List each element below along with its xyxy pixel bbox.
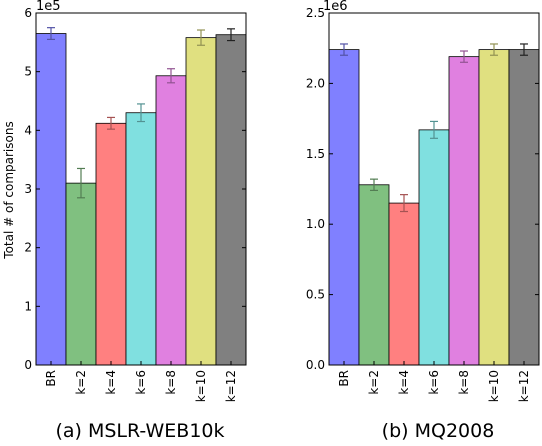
y-tick-label: 5	[24, 65, 32, 79]
y-tick-label: 0	[24, 358, 32, 372]
x-tick-label-k-12: k=12	[224, 370, 238, 402]
y-ticks: 0.0 0.5 1.0 1.5 2.0 2.5	[306, 6, 539, 372]
x-tick-label-k-10: k=10	[487, 370, 501, 402]
y-tick-label: 1.0	[306, 217, 325, 231]
error-bar-k-4	[400, 194, 408, 213]
y-tick-label: 1.5	[306, 147, 325, 161]
error-bar-k-12	[520, 43, 528, 56]
error-bar-k-10	[197, 29, 205, 46]
bar-k-6	[125, 112, 157, 366]
error-bar-k-12	[227, 28, 235, 42]
error-bar-k-8	[460, 50, 468, 63]
bar-k-2	[65, 182, 97, 366]
panel-mslr-web10k: 1e5 Total # of comparisons 0 1 2 3 4 5 6 BR k=2…	[2, 0, 247, 442]
multiplier-label: 1e6	[323, 0, 348, 14]
x-tick-label-k-2: k=2	[367, 370, 381, 395]
y-ticks: 0 1 2 3 4 5 6	[24, 6, 246, 372]
y-tick-label: 2.5	[306, 6, 325, 20]
y-tick-label: 0.5	[306, 288, 325, 302]
error-bar-k-8	[167, 68, 175, 84]
bar-k-8	[155, 75, 187, 366]
bar-k-4	[388, 202, 420, 366]
y-tick-label: 1	[24, 299, 32, 313]
error-bar-k-6	[137, 103, 145, 123]
caption: (b) MQ2008	[382, 420, 495, 442]
x-tick-label-br: BR	[337, 370, 351, 387]
y-tick-label: 6	[24, 6, 32, 20]
bar-k-4	[95, 122, 127, 366]
error-bar-br	[47, 27, 55, 41]
error-bar-k-10	[490, 43, 498, 56]
multiplier-label: 1e5	[36, 0, 61, 14]
x-tick-label-br: BR	[44, 370, 58, 387]
error-bar-br	[340, 43, 348, 56]
bars-group	[328, 43, 540, 366]
bar-br	[35, 33, 67, 366]
x-tick-label-k-6: k=6	[427, 370, 441, 395]
y-tick-label: 0.0	[306, 358, 325, 372]
bar-k-10	[478, 49, 510, 366]
bar-k-6	[418, 129, 450, 366]
y-tick-label: 2	[24, 241, 32, 255]
caption: (a) MSLR-WEB10k	[55, 420, 224, 442]
x-ticks: BR k=2 k=4 k=6 k=8 k=10 k=12	[44, 361, 238, 402]
x-tick-label-k-8: k=8	[457, 370, 471, 395]
y-tick-label: 4	[24, 123, 32, 137]
bar-k-12	[508, 49, 540, 366]
error-bar-k-6	[430, 120, 438, 139]
panel-mq2008: 1e6 0.0 0.5 1.0 1.5 2.0 2.5 BR k=2 k=4 k=6 k=8 k=1…	[306, 0, 540, 442]
bar-k-2	[358, 184, 390, 366]
y-tick-label: 3	[24, 182, 32, 196]
bar-k-8	[448, 56, 480, 366]
x-tick-label-k-2: k=2	[74, 370, 88, 395]
x-tick-label-k-10: k=10	[194, 370, 208, 402]
x-tick-label-k-4: k=4	[104, 370, 118, 395]
y-axis-label: Total # of comparisons	[2, 121, 16, 259]
x-tick-label-k-8: k=8	[164, 370, 178, 395]
x-ticks: BR k=2 k=4 k=6 k=8 k=10 k=12	[337, 361, 531, 402]
error-bar-k-4	[107, 116, 115, 130]
x-tick-label-k-6: k=6	[134, 370, 148, 395]
bar-br	[328, 49, 360, 366]
x-tick-label-k-12: k=12	[517, 370, 531, 402]
x-tick-label-k-4: k=4	[397, 370, 411, 395]
bars-group	[35, 27, 247, 366]
error-bar-k-2	[77, 167, 85, 199]
error-bar-k-2	[370, 178, 378, 192]
bar-k-10	[185, 37, 217, 366]
bar-k-12	[215, 34, 247, 366]
y-tick-label: 2.0	[306, 76, 325, 90]
